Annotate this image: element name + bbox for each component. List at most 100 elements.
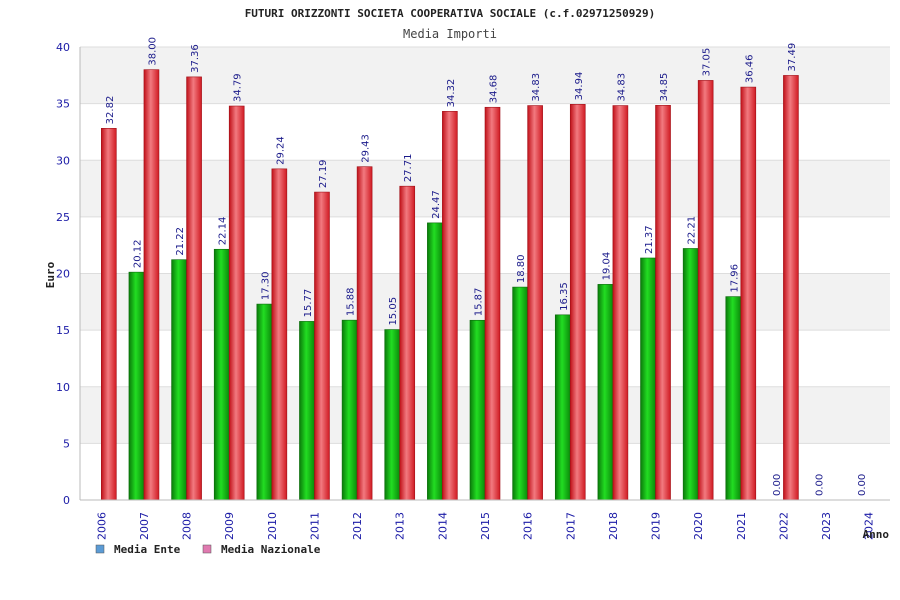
value-label-media-ente: 18.80 xyxy=(516,254,527,283)
legend-swatch-ente xyxy=(95,544,105,554)
value-label-media-ente: 15.87 xyxy=(474,288,485,317)
value-label-media-ente: 17.96 xyxy=(729,264,740,293)
bar-media-nazionale xyxy=(442,111,458,501)
bar-media-ente xyxy=(682,248,699,501)
x-tick-label: 2008 xyxy=(181,512,194,540)
value-label-media-nazionale: 36.46 xyxy=(744,54,755,83)
value-label-media-nazionale: 34.68 xyxy=(489,75,500,104)
value-label-media-ente: 24.47 xyxy=(431,190,442,219)
x-tick-label: 2017 xyxy=(564,512,577,540)
bar-media-ente xyxy=(299,321,315,501)
value-label-media-nazionale: 34.83 xyxy=(531,73,542,102)
bar-media-ente xyxy=(213,248,230,501)
bar-media-nazionale xyxy=(484,106,501,501)
x-tick-label: 2014 xyxy=(436,512,449,540)
value-label-media-ente: 0.00 xyxy=(772,474,783,496)
bar-media-ente xyxy=(554,314,571,501)
value-label-media-nazionale: 37.05 xyxy=(702,48,713,77)
bar-media-ente xyxy=(128,271,145,501)
value-label-media-ente: 22.14 xyxy=(218,217,229,246)
y-tick-label: 5 xyxy=(63,437,70,450)
bar-media-nazionale xyxy=(655,105,671,501)
bar-media-nazionale xyxy=(271,168,288,501)
y-tick-label: 25 xyxy=(56,211,70,224)
value-label-media-nazionale: 32.82 xyxy=(105,96,116,125)
value-label-media-ente: 16.35 xyxy=(559,282,570,311)
value-label-media-ente: 0.00 xyxy=(815,474,826,496)
y-tick-label: 40 xyxy=(56,41,70,54)
bar-media-nazionale xyxy=(228,105,245,501)
bar-media-nazionale xyxy=(356,166,373,501)
value-label-media-nazionale: 34.32 xyxy=(446,79,457,108)
bar-media-ente xyxy=(597,284,614,501)
x-tick-label: 2007 xyxy=(138,512,151,540)
value-label-media-nazionale: 34.79 xyxy=(233,73,244,102)
value-labels: 20.12 21.22 22.14 17.30 15.77 15.88 15.05 24.47… xyxy=(105,37,868,496)
bar-media-nazionale xyxy=(186,76,202,501)
value-label-media-ente: 19.04 xyxy=(601,252,612,281)
value-label-media-nazionale: 37.36 xyxy=(190,44,201,73)
y-axis-label: Euro xyxy=(44,261,57,288)
value-label-media-nazionale: 27.71 xyxy=(403,154,414,183)
bar-media-nazionale xyxy=(569,104,586,501)
x-tick-label: 2012 xyxy=(351,512,364,540)
bar-media-ente xyxy=(640,257,656,501)
x-tick-label: 2016 xyxy=(522,512,535,540)
bar-media-nazionale xyxy=(783,75,799,501)
bar-media-ente xyxy=(512,286,528,501)
bar-media-ente xyxy=(256,303,273,501)
bar-media-nazionale xyxy=(612,105,629,501)
value-label-media-nazionale: 34.85 xyxy=(659,73,670,102)
bar-media-nazionale xyxy=(101,128,117,501)
bar-media-ente xyxy=(341,319,358,501)
value-label-media-ente: 0.00 xyxy=(857,474,868,496)
x-axis-label: Anno xyxy=(863,528,890,541)
value-label-media-nazionale: 27.19 xyxy=(318,159,329,188)
legend-label-nazionale: Media Nazionale xyxy=(221,543,321,556)
legend: Media Ente Media Nazionale xyxy=(95,543,321,556)
value-label-media-ente: 15.88 xyxy=(346,288,357,317)
x-tick-label: 2015 xyxy=(479,512,492,540)
y-tick-label: 0 xyxy=(63,494,70,507)
value-label-media-nazionale: 37.49 xyxy=(787,43,798,72)
x-tick-label: 2019 xyxy=(650,512,663,540)
bar-media-nazionale xyxy=(314,191,330,501)
x-tick-label: 2011 xyxy=(308,512,321,540)
value-label-media-nazionale: 29.24 xyxy=(275,136,286,165)
y-tick-label: 15 xyxy=(56,324,70,337)
value-label-media-nazionale: 29.43 xyxy=(361,134,372,163)
y-tick-label: 30 xyxy=(56,154,70,167)
value-label-media-ente: 22.21 xyxy=(687,216,698,245)
value-label-media-ente: 21.37 xyxy=(644,225,655,254)
x-tick-label: 2018 xyxy=(607,512,620,540)
value-label-media-ente: 17.30 xyxy=(260,271,271,300)
value-label-media-ente: 21.22 xyxy=(175,227,186,256)
bar-media-nazionale xyxy=(740,86,757,501)
bar-media-ente xyxy=(384,329,401,501)
value-label-media-nazionale: 34.83 xyxy=(616,73,627,102)
y-tick-label: 35 xyxy=(56,98,70,111)
x-tick-label: 2010 xyxy=(266,512,279,540)
bar-media-ente xyxy=(469,319,486,501)
legend-label-ente: Media Ente xyxy=(114,543,181,556)
y-tick-label: 10 xyxy=(56,381,70,394)
value-label-media-ente: 15.77 xyxy=(303,289,314,318)
bar-media-nazionale xyxy=(697,80,714,501)
y-tick-label: 20 xyxy=(56,268,70,281)
value-label-media-nazionale: 38.00 xyxy=(147,37,158,66)
x-tick-label: 2023 xyxy=(820,512,833,540)
bar-media-ente xyxy=(171,259,187,501)
x-tick-label: 2006 xyxy=(95,512,108,540)
bar-media-ente xyxy=(725,296,742,501)
value-label-media-ente: 15.05 xyxy=(388,297,399,326)
x-tick-label: 2021 xyxy=(735,512,748,540)
bar-media-nazionale xyxy=(527,105,543,501)
x-tick-label: 2020 xyxy=(692,512,705,540)
x-tick-label: 2009 xyxy=(223,512,236,540)
y-axis-ticks: 0 5 10 15 20 25 30 35 40 xyxy=(56,41,70,507)
value-label-media-ente: 20.12 xyxy=(132,240,143,269)
bar-media-nazionale xyxy=(143,69,160,501)
chart-title: FUTURI ORIZZONTI SOCIETA COOPERATIVA SOC… xyxy=(245,7,656,20)
x-tick-label: 2013 xyxy=(394,512,407,540)
